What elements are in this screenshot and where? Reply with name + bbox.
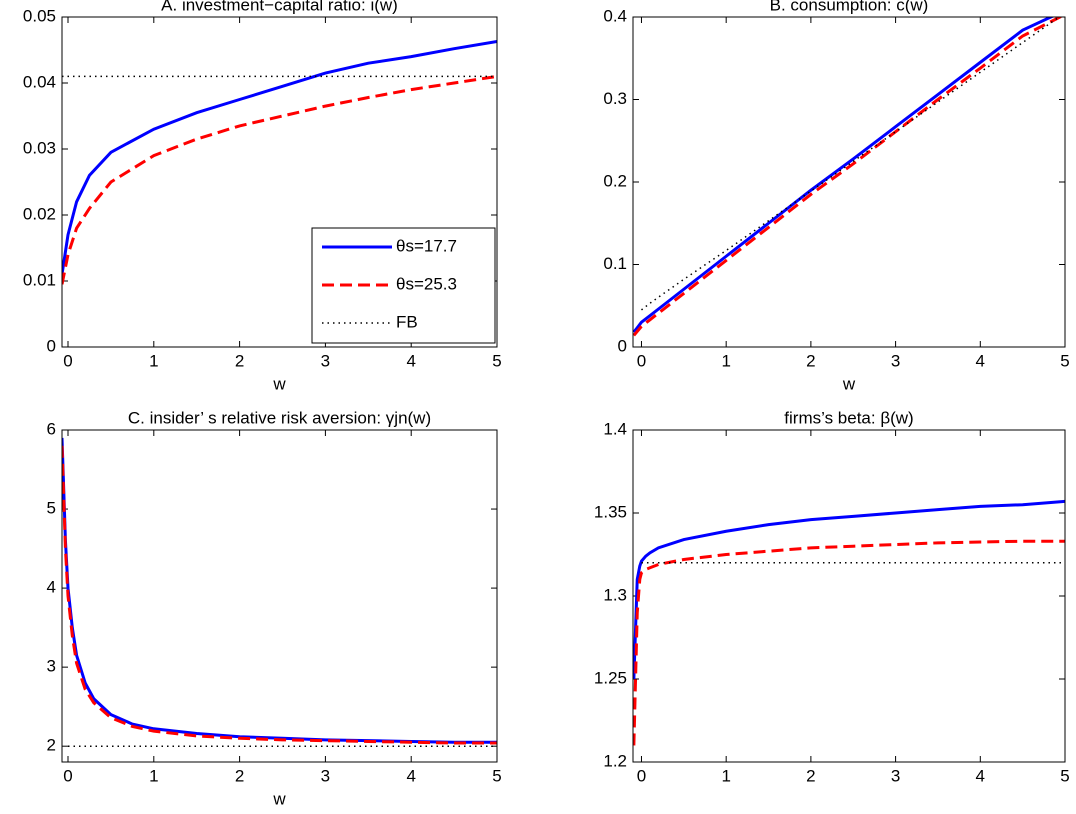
y-tick-label: 1.2 — [603, 751, 627, 770]
plot-area — [62, 430, 497, 762]
x-tick-label: 1 — [149, 766, 158, 785]
x-tick-label: 2 — [235, 766, 244, 785]
y-tick-label: 1.4 — [603, 419, 627, 438]
x-tick-label: 3 — [321, 766, 330, 785]
series-line — [633, 17, 1055, 334]
y-tick-label: 1.35 — [594, 502, 627, 521]
y-tick-label: 1.3 — [603, 585, 627, 604]
x-tick-label: 5 — [492, 351, 501, 370]
y-tick-label: 0 — [47, 336, 56, 355]
x-tick-label: 0 — [637, 351, 646, 370]
x-tick-label: 4 — [976, 766, 985, 785]
series-line — [633, 17, 1064, 337]
x-tick-label: 1 — [721, 351, 730, 370]
y-tick-label: 0.3 — [603, 89, 627, 108]
x-tick-label: 0 — [63, 766, 72, 785]
y-tick-label: 0.03 — [23, 138, 56, 157]
x-axis-label: w — [842, 374, 856, 393]
y-tick-label: 2 — [47, 736, 56, 755]
plot-area — [633, 430, 1065, 762]
panel-title: firms’s beta: β(w) — [784, 408, 913, 427]
x-axis-label: w — [272, 789, 286, 808]
x-tick-label: 5 — [1060, 766, 1069, 785]
x-tick-label: 0 — [637, 766, 646, 785]
series-line — [62, 39, 497, 275]
x-tick-label: 3 — [891, 766, 900, 785]
y-tick-label: 4 — [47, 578, 56, 597]
y-tick-label: 0.01 — [23, 270, 56, 289]
y-tick-label: 6 — [47, 419, 56, 438]
y-tick-label: 5 — [47, 499, 56, 518]
plot-area — [633, 17, 1065, 347]
x-tick-label: 1 — [721, 766, 730, 785]
y-tick-label: 0 — [618, 336, 627, 355]
y-tick-label: 1.25 — [594, 668, 627, 687]
legend-label: FB — [396, 312, 418, 331]
x-tick-label: 3 — [891, 351, 900, 370]
x-tick-label: 2 — [806, 351, 815, 370]
x-tick-label: 2 — [806, 766, 815, 785]
x-tick-label: 4 — [976, 351, 985, 370]
axes-box — [61, 429, 498, 763]
x-tick-label: 4 — [406, 766, 415, 785]
axes-box — [632, 16, 1066, 348]
y-tick-label: 3 — [47, 657, 56, 676]
x-tick-label: 5 — [492, 766, 501, 785]
series-line — [641, 17, 1061, 311]
axes-box — [632, 429, 1066, 763]
x-tick-label: 4 — [406, 351, 415, 370]
x-tick-label: 1 — [149, 351, 158, 370]
series-line — [633, 499, 1065, 680]
y-tick-label: 0.4 — [603, 6, 627, 25]
series-line — [62, 74, 497, 285]
y-tick-label: 0.02 — [23, 204, 56, 223]
x-tick-label: 3 — [321, 351, 330, 370]
y-tick-label: 0.05 — [23, 6, 56, 25]
x-tick-label: 2 — [235, 351, 244, 370]
series-line — [62, 445, 497, 745]
series-line — [633, 539, 1065, 746]
panel-title: B. consumption: c(w) — [770, 0, 929, 14]
x-tick-label: 5 — [1060, 351, 1069, 370]
x-tick-label: 0 — [63, 351, 72, 370]
panel-title: A. investment−capital ratio: i(w) — [161, 0, 398, 14]
y-tick-label: 0.1 — [603, 254, 627, 273]
axes-box — [61, 16, 498, 348]
legend-label: θs=25.3 — [396, 274, 457, 293]
legend-label: θs=17.7 — [396, 236, 457, 255]
panel-title: C. insider’ s relative risk aversion: γj… — [128, 408, 431, 427]
y-tick-label: 0.2 — [603, 171, 627, 190]
x-axis-label: w — [272, 374, 286, 393]
y-tick-label: 0.04 — [23, 72, 56, 91]
